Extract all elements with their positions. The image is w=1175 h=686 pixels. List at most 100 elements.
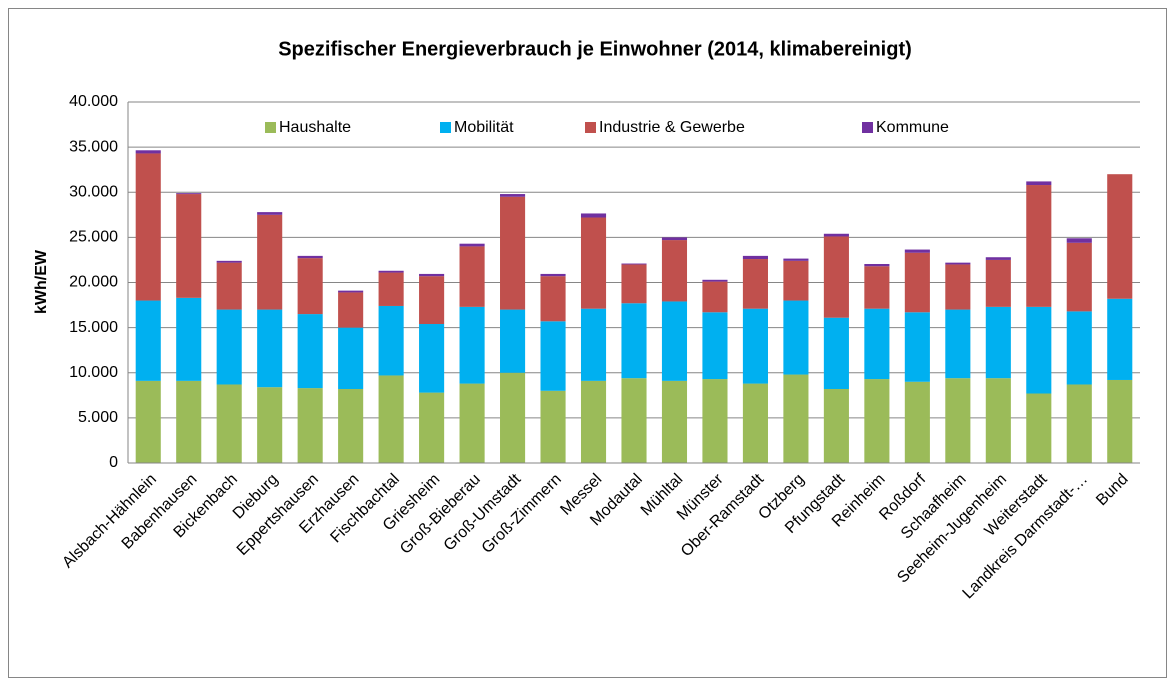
bar-segment	[580, 213, 607, 218]
bar-segment	[945, 262, 971, 265]
y-axis-label: kWh/EW	[33, 249, 50, 314]
bar-segment	[985, 378, 1011, 463]
bar-segment	[580, 380, 607, 463]
bar-segment	[783, 260, 809, 301]
y-tick-label: 30.000	[69, 183, 118, 200]
bar-segment	[864, 379, 890, 463]
bar-segment	[1107, 174, 1133, 299]
bar-segment	[338, 290, 364, 293]
bar-segment	[1026, 306, 1052, 394]
bar-segment	[1066, 311, 1092, 385]
bar-segment	[257, 309, 283, 388]
bar-segment	[176, 380, 202, 463]
bar-segment	[135, 150, 161, 154]
bar-segment	[500, 372, 526, 463]
bar-segment	[216, 260, 242, 263]
bar-segment	[621, 264, 647, 304]
bar-segment	[823, 317, 849, 389]
legend-label: Haushalte	[279, 119, 351, 136]
bar-segment	[216, 262, 242, 310]
legend-swatch	[265, 122, 276, 133]
bar-segment	[1066, 384, 1092, 463]
bar-segment	[338, 292, 364, 328]
legend-swatch	[862, 122, 873, 133]
bar-segment	[783, 374, 809, 463]
y-tick-label: 0	[109, 454, 118, 471]
y-tick-label: 20.000	[69, 274, 118, 291]
bar-segment	[904, 249, 930, 253]
bar-segment	[945, 264, 971, 310]
bar-segment	[378, 270, 404, 273]
bar-segment	[419, 324, 445, 393]
bar-segment	[580, 217, 607, 309]
bar-segment	[135, 153, 161, 301]
bar-segment	[864, 266, 890, 309]
bar-segment	[297, 255, 323, 259]
bar-segment	[500, 196, 526, 310]
bar-segment	[297, 258, 323, 315]
bar-segment	[1066, 238, 1092, 243]
bar-segment	[985, 306, 1011, 379]
bar-segment	[1107, 298, 1133, 380]
bar-segment	[1107, 379, 1133, 463]
y-tick-label: 25.000	[69, 229, 118, 246]
bar-segment	[135, 380, 161, 463]
bar-segment	[661, 240, 688, 302]
bar-segment	[702, 279, 728, 282]
bar-segment	[459, 243, 485, 247]
legend-label: Industrie & Gewerbe	[599, 119, 745, 136]
bar-segment	[419, 276, 445, 325]
bar-segment	[540, 276, 566, 322]
bar-segment	[1026, 185, 1052, 307]
chart-title: Spezifischer Energieverbrauch je Einwohn…	[278, 38, 912, 60]
bar-segment	[216, 384, 242, 463]
bar-segment	[500, 194, 526, 197]
bar-segment	[823, 233, 849, 237]
bar-segment	[985, 259, 1011, 307]
bar-segment	[176, 194, 202, 298]
bar-segment	[580, 308, 607, 381]
bar-segment	[783, 300, 809, 375]
bar-segment	[540, 390, 566, 463]
bar-segment	[904, 252, 930, 313]
bar-segment	[1026, 393, 1052, 463]
legend-swatch	[440, 122, 451, 133]
bar-segment	[661, 237, 688, 241]
bar-segment	[864, 308, 890, 380]
bar-segment	[176, 297, 202, 381]
bar-segment	[904, 381, 930, 463]
bar-segment	[904, 312, 930, 382]
y-tick-label: 40.000	[69, 93, 118, 110]
bar-segment	[459, 383, 485, 463]
bar-segment	[1066, 242, 1092, 312]
bar-segment	[661, 301, 688, 381]
y-tick-label: 15.000	[69, 319, 118, 336]
y-tick-label: 10.000	[69, 364, 118, 381]
bar-segment	[621, 263, 647, 265]
bar-segment	[338, 388, 364, 463]
bar-segment	[257, 387, 283, 463]
bar-segment	[297, 314, 323, 389]
legend-label: Kommune	[876, 119, 949, 136]
bar-segment	[297, 388, 323, 463]
bar-segment	[945, 378, 971, 463]
bar-segment	[540, 273, 566, 277]
bar-segment	[823, 388, 849, 463]
bar-segment	[257, 214, 283, 310]
bar-segment	[459, 306, 485, 384]
bar-segment	[621, 378, 647, 463]
bar-segment	[823, 236, 849, 318]
bar-segment	[135, 300, 161, 381]
bar-segment	[742, 255, 768, 260]
bar-segment	[419, 392, 445, 463]
bar-segment	[378, 272, 404, 306]
bar-segment	[742, 383, 768, 463]
bar-segment	[702, 281, 728, 313]
bar-segment	[500, 309, 526, 373]
bar-segment	[702, 312, 728, 380]
bar-segment	[1026, 181, 1052, 186]
bar-segment	[945, 309, 971, 379]
y-tick-label: 5.000	[78, 409, 118, 426]
